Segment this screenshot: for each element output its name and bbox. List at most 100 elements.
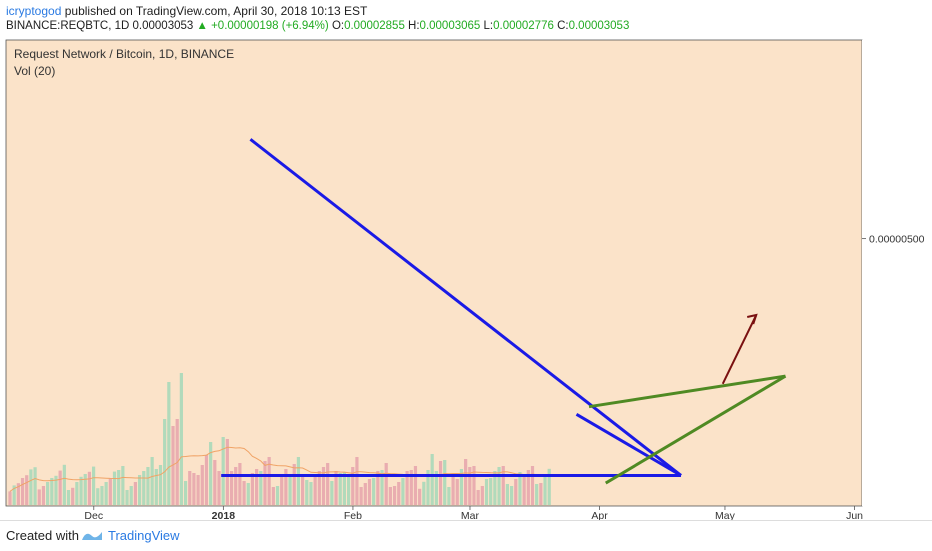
wedge-line-lower (604, 374, 787, 485)
author-link[interactable]: icryptogod (6, 4, 62, 18)
volume-bar (108, 478, 112, 505)
volume-bar (200, 465, 204, 505)
x-tick-label: Feb (344, 510, 362, 520)
volume-bar (242, 481, 246, 505)
volume-bar (543, 476, 547, 505)
volume-bar (213, 460, 217, 505)
volume-bar (142, 471, 146, 505)
volume-bar (125, 490, 129, 505)
volume-bar (79, 476, 83, 505)
volume-bar (501, 466, 505, 505)
volume-bar (12, 485, 16, 505)
volume-bar (309, 482, 313, 505)
published-text: published on TradingView.com, April 30, … (64, 4, 368, 18)
volume-bar (217, 471, 221, 505)
volume-bar (33, 467, 37, 505)
price-change: ▲ +0.00000198 (+6.94%) (196, 20, 329, 32)
volume-bar (464, 459, 468, 505)
y-tick-label: 0.00000500 (869, 234, 925, 246)
volume-bar (359, 487, 363, 505)
volume-bar (346, 474, 351, 505)
plot-area[interactable] (5, 39, 863, 507)
x-tick-label: Apr (591, 510, 608, 520)
volume-bar (58, 470, 62, 505)
volume-bar (363, 483, 367, 505)
volume-bar (426, 470, 430, 505)
volume-bar (183, 481, 188, 505)
volume-bar (451, 474, 455, 505)
volume-bar (117, 470, 121, 505)
volume-bar (163, 419, 167, 505)
x-tick-label: 2018 (212, 510, 236, 520)
volume-bar (392, 486, 397, 505)
triangle-line-apex-edge (575, 413, 682, 477)
volume-bar (301, 475, 305, 505)
volume-bar (493, 471, 497, 505)
breakout-arrow (721, 314, 758, 385)
volume-bar (75, 482, 79, 505)
x-tick-label: Mar (461, 510, 480, 520)
price-chart[interactable]: 0.000005000.000010000.000015000.00002000… (0, 38, 932, 520)
open-value: 0.00002855 (344, 20, 405, 32)
tradingview-brand[interactable]: TradingView (108, 528, 180, 543)
volume-bar (137, 475, 142, 505)
volume-bar (37, 489, 41, 505)
low-value: 0.00002776 (493, 20, 554, 32)
volume-bar (405, 471, 409, 505)
volume-bar (229, 471, 234, 505)
volume-bar (296, 457, 301, 505)
volume-bar (100, 486, 104, 505)
chart-title: Request Network / Bitcoin, 1D, BINANCE (14, 47, 234, 61)
volume-bar (41, 486, 46, 505)
volume-bar (334, 471, 338, 505)
volume-bar (443, 460, 447, 505)
volume-bar (112, 471, 117, 505)
volume-bar (259, 471, 263, 505)
volume-bar (225, 439, 229, 505)
volume-bar (514, 479, 518, 505)
triangle-line-descending (249, 138, 682, 477)
volume-bar (209, 442, 213, 505)
volume-bar (29, 469, 33, 505)
volume-bar (535, 484, 539, 505)
volume-bar (384, 463, 388, 505)
volume-bar (480, 486, 484, 505)
close-value: 0.00003053 (568, 20, 630, 32)
low-label: L: (483, 20, 494, 32)
x-axis[interactable]: Dec 2018 Feb Mar Apr May Jun (84, 506, 863, 520)
volume-bar (372, 478, 376, 505)
y-axis[interactable]: 0.000005000.000010000.000015000.00002000… (862, 38, 932, 506)
volume-bar (330, 481, 334, 505)
volume-bar (204, 455, 209, 505)
y-axis-bg (862, 40, 932, 506)
volume-bar (497, 467, 501, 505)
volume-bar (284, 469, 288, 505)
last-price: 0.00003053 (132, 20, 194, 32)
volume-layer (8, 373, 551, 505)
volume-bar (280, 476, 284, 505)
volume-bar (234, 467, 238, 505)
volume-bar (171, 426, 175, 505)
volume-bar (522, 474, 526, 505)
high-value: 0.00003065 (419, 20, 481, 32)
volume-bar (121, 466, 125, 505)
volume-bar (255, 469, 259, 505)
volume-bar (418, 488, 422, 505)
volume-bar (8, 491, 12, 505)
tradingview-logo-icon (80, 528, 104, 549)
volume-bar (263, 461, 267, 505)
volume-bar (154, 469, 158, 505)
volume-bar (434, 471, 438, 505)
volume-bar (313, 475, 317, 505)
volume-bar (438, 461, 443, 505)
volume-bar (376, 471, 380, 505)
volume-bar (246, 483, 250, 505)
volume-bar (250, 473, 255, 505)
volume-bar (87, 471, 92, 505)
volume-bar (351, 467, 355, 505)
volume-bar (83, 474, 87, 505)
volume-bar (401, 478, 405, 505)
volume-bar (518, 472, 522, 505)
chart-header: icryptogod published on TradingView.com,… (0, 0, 932, 38)
volume-bar (355, 457, 359, 505)
